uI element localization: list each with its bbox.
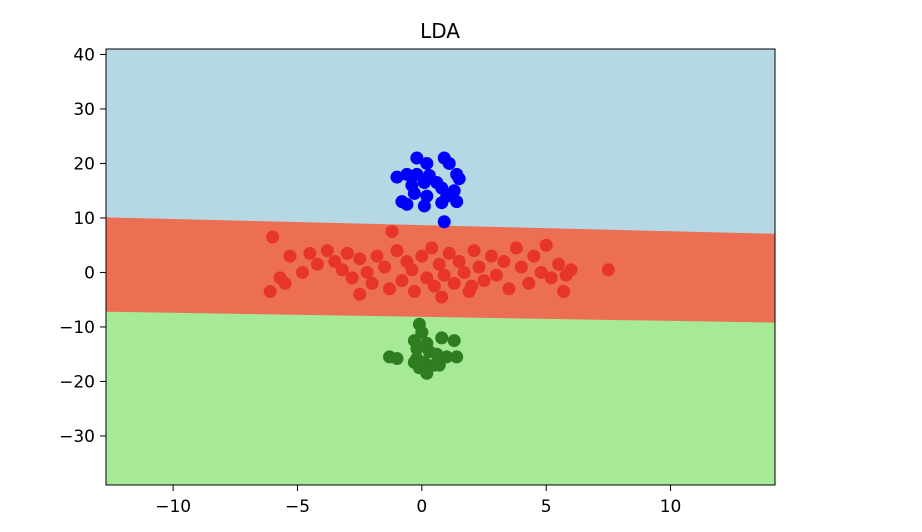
data-point <box>353 252 367 266</box>
data-point <box>489 268 503 282</box>
data-point <box>266 230 280 244</box>
data-point <box>407 186 421 200</box>
data-point <box>395 274 409 288</box>
data-point <box>295 265 309 279</box>
data-point <box>430 347 444 361</box>
y-tick-label: 30 <box>73 100 95 120</box>
data-point <box>502 282 516 296</box>
data-point <box>437 268 451 282</box>
data-point <box>437 215 451 229</box>
data-point <box>273 271 287 285</box>
data-point <box>390 244 404 258</box>
x-tick-label: 10 <box>660 497 682 517</box>
data-point <box>383 282 397 296</box>
y-tick-label: −10 <box>59 318 95 338</box>
data-point <box>420 366 434 380</box>
data-point <box>457 265 471 279</box>
data-point <box>557 285 571 299</box>
data-point <box>400 167 414 181</box>
data-point <box>514 260 528 274</box>
data-point <box>601 263 615 277</box>
data-point <box>539 238 553 252</box>
data-point <box>477 274 491 288</box>
data-point <box>310 257 324 271</box>
data-point <box>497 255 511 269</box>
data-point <box>390 352 404 366</box>
data-point <box>544 271 558 285</box>
axes: −10 −5 0 5 10 −30 −20 −10 0 10 20 30 40 <box>59 45 776 517</box>
data-point <box>263 285 277 299</box>
data-point <box>405 263 419 277</box>
data-point <box>400 197 414 211</box>
plot-frame <box>105 48 776 486</box>
data-point <box>407 285 421 299</box>
chart-title: LDA <box>420 19 460 43</box>
data-point <box>452 255 466 269</box>
data-point <box>410 342 424 356</box>
data-point <box>552 257 566 271</box>
y-tick-label: 40 <box>73 45 95 65</box>
data-point <box>320 244 334 258</box>
data-point <box>484 249 498 263</box>
data-point <box>385 225 399 239</box>
data-point <box>340 246 354 260</box>
x-tick-label: −10 <box>155 497 191 517</box>
data-point <box>420 189 434 203</box>
series-2 <box>383 317 464 380</box>
data-point <box>303 246 317 260</box>
data-point <box>425 241 439 255</box>
data-point <box>390 170 404 184</box>
scatter-points <box>263 151 615 380</box>
data-point <box>432 257 446 271</box>
data-point <box>432 358 446 372</box>
data-point <box>353 287 367 301</box>
data-point <box>452 172 466 186</box>
data-point <box>465 279 479 293</box>
data-point <box>467 244 481 258</box>
data-point <box>420 156 434 170</box>
data-point <box>417 176 431 190</box>
data-point <box>365 276 379 290</box>
data-point <box>564 263 578 277</box>
data-point <box>450 195 464 209</box>
data-point <box>370 249 384 263</box>
data-point <box>283 249 297 263</box>
data-point <box>447 334 461 348</box>
data-point <box>427 279 441 293</box>
data-point <box>527 249 541 263</box>
x-tick-label: 5 <box>541 497 552 517</box>
y-tick-label: 0 <box>84 263 95 283</box>
y-tick-label: −30 <box>59 427 95 447</box>
data-point <box>335 263 349 277</box>
data-point <box>435 196 449 210</box>
x-tick-label: −5 <box>285 497 310 517</box>
data-point <box>522 276 536 290</box>
region-upper <box>106 49 775 234</box>
data-point <box>472 260 486 274</box>
y-tick-label: 10 <box>73 209 95 229</box>
y-tick-label: 20 <box>73 154 95 174</box>
data-point <box>360 265 374 279</box>
data-point <box>447 276 461 290</box>
x-tick-label: 0 <box>416 497 427 517</box>
data-point <box>378 260 392 274</box>
y-tick-label: −20 <box>59 372 95 392</box>
data-point <box>345 271 359 285</box>
data-point <box>435 290 449 304</box>
data-point <box>417 199 431 213</box>
series-1 <box>263 225 615 304</box>
data-point <box>450 350 464 364</box>
data-point <box>407 355 421 369</box>
data-point <box>435 331 449 345</box>
series-0 <box>390 151 466 229</box>
data-point <box>442 246 456 260</box>
data-point <box>410 151 424 165</box>
data-point <box>442 156 456 170</box>
data-point <box>509 241 523 255</box>
data-point <box>534 265 548 279</box>
data-point <box>415 249 429 263</box>
